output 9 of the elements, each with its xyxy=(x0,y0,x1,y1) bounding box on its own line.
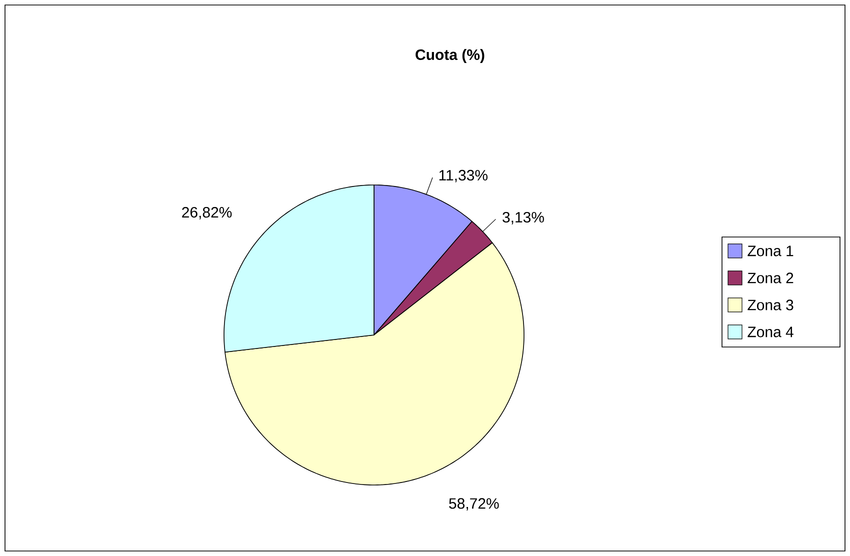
data-label: 58,72% xyxy=(449,498,499,511)
chart-title: Cuota (%) xyxy=(416,48,484,63)
data-label: 26,82% xyxy=(182,206,232,220)
legend-label: Zona 2 xyxy=(748,272,794,284)
legend-label: Zona 1 xyxy=(748,246,794,256)
data-label: 3,13% xyxy=(502,212,544,224)
data-label: 11,33% xyxy=(439,170,488,182)
legend-label: Zona 4 xyxy=(748,326,794,338)
legend-label: Zona 3 xyxy=(748,300,794,310)
